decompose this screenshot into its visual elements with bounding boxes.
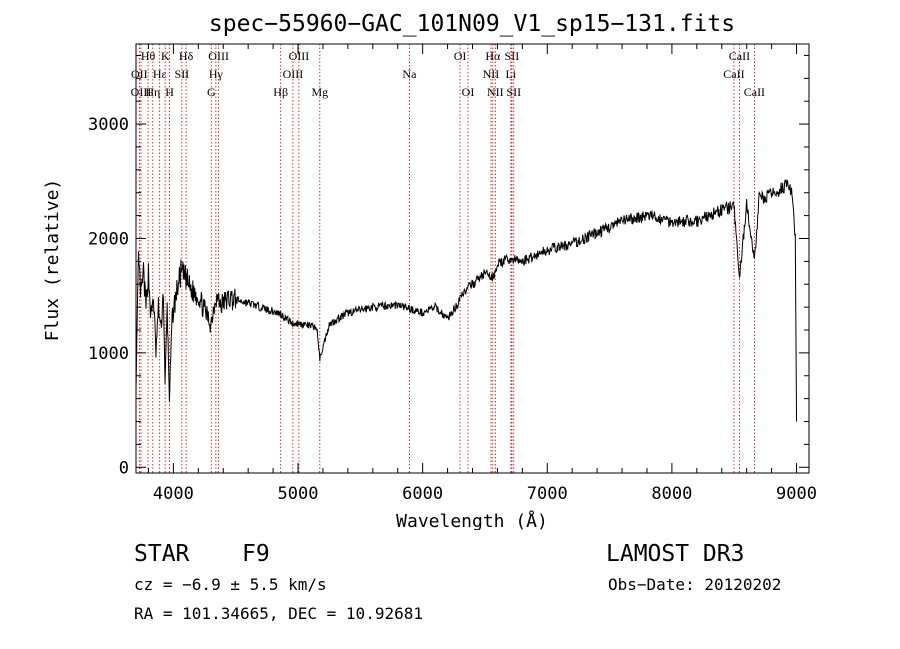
x-tick-label-5: 9000 [776, 484, 817, 504]
marker-label-24: SII [506, 85, 521, 99]
y-tick-label-1: 1000 [88, 344, 129, 364]
x-axis-label: Wavelength (Å) [396, 510, 548, 530]
marker-label-22: SII [505, 49, 520, 63]
marker-label-1: OII [131, 67, 148, 81]
observation-date: Obs−Date: 20120202 [608, 575, 782, 594]
axes: 4000 5000 6000 7000 8000 9000 0 1000 2000 3000 [88, 44, 817, 504]
marker-label-4: K [161, 49, 170, 63]
marker-label-12: Hβ [273, 85, 288, 99]
y-tick-label-3: 3000 [88, 115, 129, 135]
marker-label-7: H [165, 85, 174, 99]
marker-label-27: CaII [744, 85, 765, 99]
marker-label-10: Hγ [209, 67, 224, 81]
marker-label-16: Na [402, 67, 417, 81]
marker-label-17: OI [454, 49, 467, 63]
plot-frame [135, 43, 810, 474]
marker-label-15: Mg [311, 85, 328, 99]
y-axis-label: Flux (relative) [42, 179, 63, 342]
ra-dec-coordinates: RA = 101.34665, DEC = 10.92681 [134, 604, 423, 623]
redshift-cz: cz = −6.9 ± 5.5 km/s [134, 575, 327, 594]
marker-label-21: NII [487, 85, 504, 99]
marker-label-5: Hε [153, 67, 167, 81]
x-tick-label-3: 7000 [527, 484, 568, 504]
marker-label-23: Li [506, 67, 517, 81]
marker-label-18: OI [462, 85, 475, 99]
spectral-subclass: F9 [242, 541, 270, 567]
marker-label-3: Hη [145, 85, 160, 99]
marker-label-20: NII [483, 67, 500, 81]
survey-name: LAMOST DR3 [606, 541, 745, 567]
marker-label-11: G [207, 85, 216, 99]
marker-label-25: CaII [729, 49, 750, 63]
x-tick-label-1: 5000 [278, 484, 319, 504]
marker-label-14: OIII [283, 67, 304, 81]
marker-label-9: OIII [208, 49, 229, 63]
series-layer [135, 179, 798, 422]
chart-title: spec−55960−GAC_101N09_V1_sp15−131.fits [209, 11, 735, 37]
marker-label-8: Hδ [179, 49, 194, 63]
marker-label-6: SII [175, 67, 190, 81]
y-tick-label-0: 0 [119, 458, 129, 478]
x-tick-label-0: 4000 [153, 484, 194, 504]
series-spectrum [135, 179, 798, 422]
spectrum-chart: spec−55960−GAC_101N09_V1_sp15−131.fits H… [42, 11, 817, 530]
marker-label-19: Hα [485, 49, 501, 63]
marker-label-26: CaII [723, 67, 744, 81]
y-tick-label-2: 2000 [88, 229, 129, 249]
marker-label-13: OIII [289, 49, 310, 63]
object-class: STAR [134, 541, 190, 567]
x-tick-label-2: 6000 [402, 484, 443, 504]
x-tick-label-4: 8000 [651, 484, 692, 504]
marker-label-0: Hθ [141, 49, 156, 63]
